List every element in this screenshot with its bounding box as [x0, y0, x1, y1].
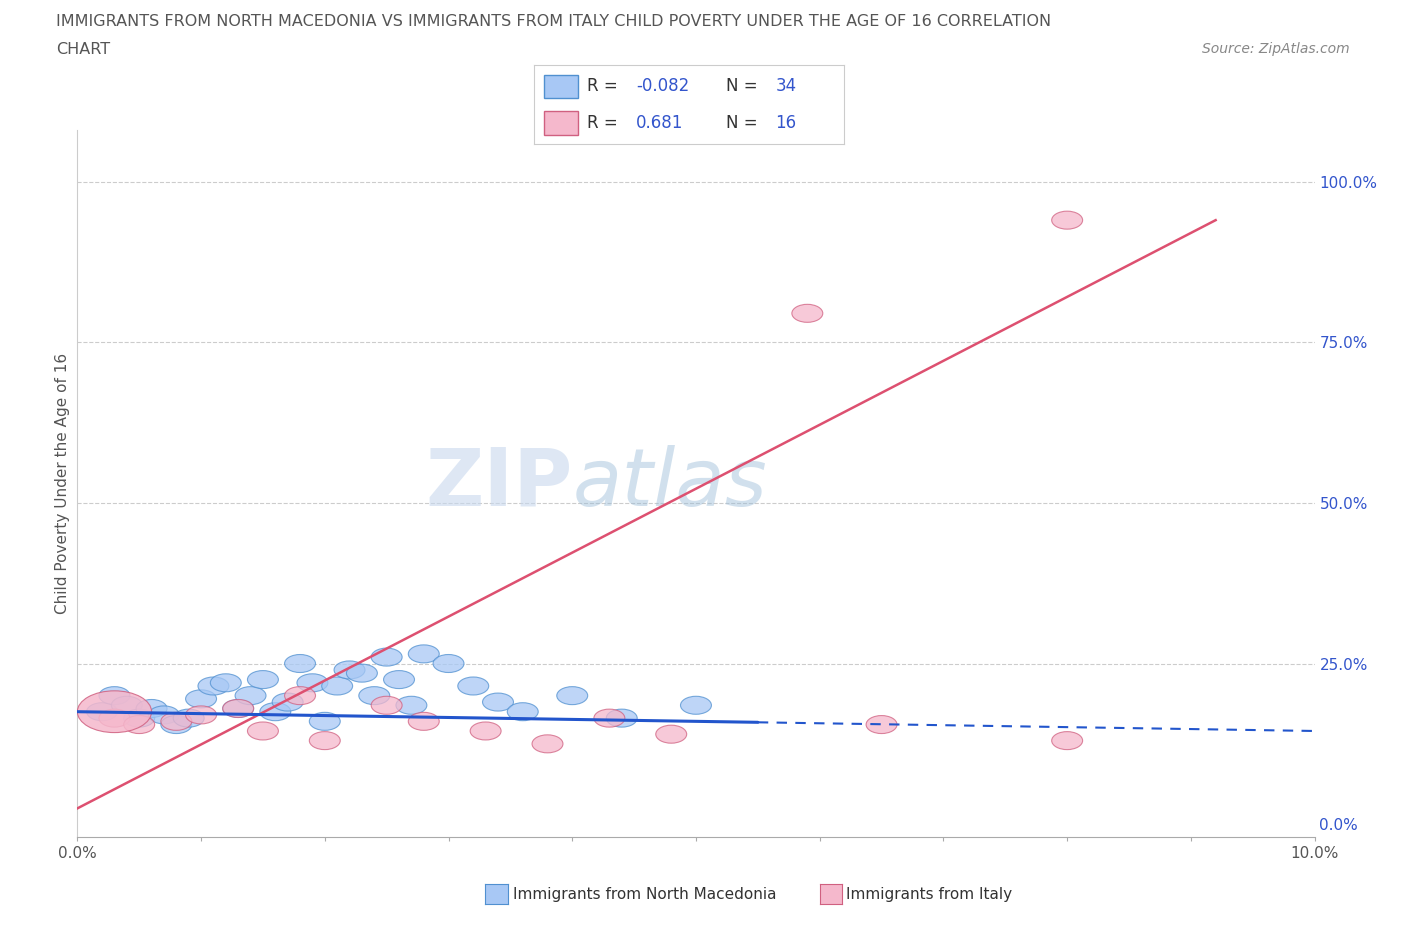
Y-axis label: Child Poverty Under the Age of 16: Child Poverty Under the Age of 16 — [55, 353, 70, 614]
Ellipse shape — [247, 722, 278, 740]
Text: -0.082: -0.082 — [637, 77, 689, 96]
Ellipse shape — [508, 703, 538, 721]
Ellipse shape — [124, 710, 155, 727]
Ellipse shape — [396, 697, 427, 714]
Ellipse shape — [408, 644, 439, 663]
Ellipse shape — [136, 699, 167, 717]
Ellipse shape — [211, 674, 242, 692]
Ellipse shape — [284, 686, 315, 705]
Ellipse shape — [371, 697, 402, 714]
Ellipse shape — [309, 712, 340, 730]
Ellipse shape — [458, 677, 489, 695]
Ellipse shape — [173, 710, 204, 727]
Ellipse shape — [111, 697, 142, 714]
Ellipse shape — [98, 710, 129, 727]
Text: 16: 16 — [776, 113, 797, 132]
Text: Immigrants from Italy: Immigrants from Italy — [846, 887, 1012, 902]
Text: R =: R = — [586, 77, 617, 96]
Ellipse shape — [222, 699, 253, 717]
Ellipse shape — [1052, 732, 1083, 750]
Ellipse shape — [606, 710, 637, 727]
Ellipse shape — [346, 664, 377, 682]
Ellipse shape — [1052, 211, 1083, 229]
Ellipse shape — [273, 693, 304, 711]
FancyBboxPatch shape — [544, 111, 578, 135]
Ellipse shape — [531, 735, 562, 752]
Ellipse shape — [408, 712, 439, 730]
Ellipse shape — [371, 648, 402, 666]
Ellipse shape — [87, 703, 118, 721]
Ellipse shape — [160, 715, 191, 734]
Text: CHART: CHART — [56, 42, 110, 57]
Text: 0.681: 0.681 — [637, 113, 683, 132]
Ellipse shape — [297, 674, 328, 692]
Ellipse shape — [866, 715, 897, 734]
Ellipse shape — [284, 655, 315, 672]
Ellipse shape — [198, 677, 229, 695]
Ellipse shape — [77, 691, 152, 733]
Ellipse shape — [384, 671, 415, 688]
Text: 34: 34 — [776, 77, 797, 96]
Text: Immigrants from North Macedonia: Immigrants from North Macedonia — [513, 887, 776, 902]
Text: R =: R = — [586, 113, 617, 132]
Ellipse shape — [260, 703, 291, 721]
Ellipse shape — [470, 722, 501, 740]
Ellipse shape — [681, 697, 711, 714]
Ellipse shape — [433, 655, 464, 672]
Ellipse shape — [593, 710, 624, 727]
Ellipse shape — [149, 706, 180, 724]
Ellipse shape — [124, 715, 155, 734]
Ellipse shape — [557, 686, 588, 705]
Ellipse shape — [186, 706, 217, 724]
FancyBboxPatch shape — [544, 74, 578, 99]
Ellipse shape — [359, 686, 389, 705]
Ellipse shape — [655, 725, 686, 743]
Text: atlas: atlas — [572, 445, 768, 523]
Text: N =: N = — [725, 113, 758, 132]
Text: ZIP: ZIP — [425, 445, 572, 523]
Ellipse shape — [309, 732, 340, 750]
Ellipse shape — [160, 712, 191, 730]
Ellipse shape — [247, 671, 278, 688]
Ellipse shape — [482, 693, 513, 711]
Text: N =: N = — [725, 77, 758, 96]
Ellipse shape — [186, 690, 217, 708]
Ellipse shape — [222, 699, 253, 717]
Ellipse shape — [322, 677, 353, 695]
Text: Source: ZipAtlas.com: Source: ZipAtlas.com — [1202, 42, 1350, 56]
Ellipse shape — [792, 304, 823, 323]
Ellipse shape — [235, 686, 266, 705]
Text: IMMIGRANTS FROM NORTH MACEDONIA VS IMMIGRANTS FROM ITALY CHILD POVERTY UNDER THE: IMMIGRANTS FROM NORTH MACEDONIA VS IMMIG… — [56, 14, 1052, 29]
Ellipse shape — [98, 686, 129, 705]
Ellipse shape — [335, 661, 366, 679]
